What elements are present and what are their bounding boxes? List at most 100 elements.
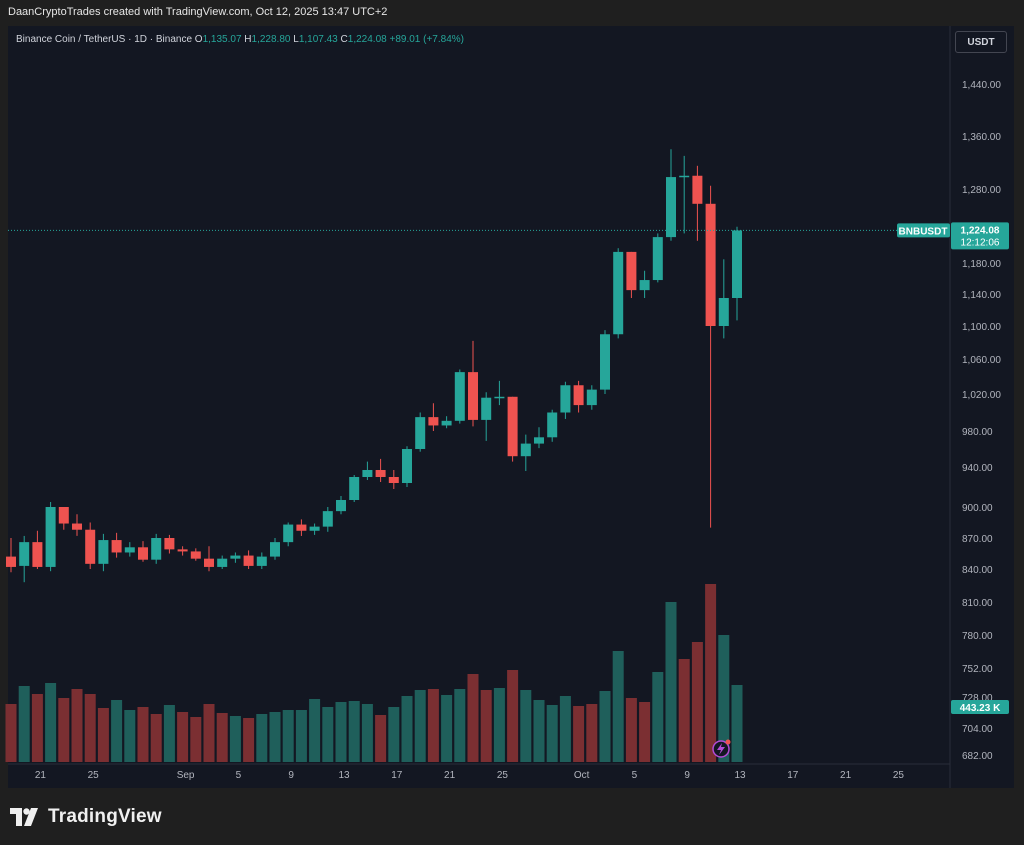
price-tick-label: 1,180.00 (962, 259, 1001, 270)
candle-body[interactable] (507, 396, 518, 457)
candle-body[interactable] (415, 417, 426, 449)
candle-body[interactable] (243, 555, 254, 566)
volume-bar (599, 691, 611, 762)
volume-bar (414, 690, 426, 762)
volume-bar (256, 714, 268, 762)
candle-body[interactable] (177, 549, 188, 552)
candle-body[interactable] (190, 551, 201, 559)
candle-body[interactable] (468, 372, 478, 420)
currency-button[interactable]: USDT (955, 31, 1007, 53)
time-tick-label: 25 (497, 770, 509, 781)
volume-bar (652, 672, 664, 762)
volume-bar (454, 689, 466, 762)
candle-body[interactable] (494, 396, 505, 399)
candle-body[interactable] (309, 526, 320, 531)
candle-body[interactable] (481, 397, 492, 420)
candle-body[interactable] (560, 385, 571, 413)
candle-body[interactable] (217, 558, 228, 567)
candle-body[interactable] (520, 443, 531, 457)
candle-body[interactable] (32, 542, 43, 567)
price-tick-label: 1,440.00 (962, 80, 1001, 91)
candle-body[interactable] (164, 538, 175, 550)
chart-attribution: DaanCryptoTrades created with TradingVie… (8, 6, 388, 18)
candle-body[interactable] (388, 477, 399, 483)
high-value: 1,228.80 (251, 34, 291, 45)
candle-body[interactable] (666, 177, 676, 238)
candle-body[interactable] (349, 477, 360, 500)
volume-bar (111, 700, 123, 762)
candle-body[interactable] (705, 203, 716, 326)
candle-body[interactable] (732, 230, 742, 298)
volume-bar (31, 694, 43, 762)
candle-body[interactable] (72, 523, 82, 530)
candle-body[interactable] (111, 540, 122, 553)
price-tick-label: 1,280.00 (962, 185, 1001, 196)
candle-body[interactable] (362, 470, 373, 477)
time-tick-label: 21 (840, 770, 852, 781)
candle-body[interactable] (85, 529, 96, 564)
candle-body[interactable] (6, 556, 16, 567)
price-tick-label: 1,020.00 (962, 390, 1001, 401)
candle-body[interactable] (283, 524, 294, 543)
volume-bar (507, 670, 519, 762)
candle-body[interactable] (270, 542, 280, 557)
candle-body[interactable] (573, 385, 584, 406)
price-tick-label: 682.00 (962, 751, 993, 762)
price-tick-label: 980.00 (962, 427, 993, 438)
volume-bar (573, 706, 585, 762)
candle-body[interactable] (336, 500, 346, 512)
change-value: +89.01 (+7.84%) (389, 34, 464, 45)
open-value: 1,135.07 (202, 34, 242, 45)
candle-body[interactable] (151, 538, 162, 560)
high-label: H (244, 34, 252, 45)
candle-body[interactable] (138, 547, 148, 560)
candle-body[interactable] (124, 547, 135, 553)
price-tick-label: 1,140.00 (962, 290, 1001, 301)
candle-body[interactable] (613, 251, 624, 335)
candle-body[interactable] (428, 417, 439, 426)
candle-body[interactable] (375, 470, 386, 477)
volume-bar (150, 714, 162, 762)
volume-bar (731, 685, 743, 762)
tradingview-logo[interactable]: TradingView (10, 806, 162, 828)
low-value: 1,107.43 (298, 34, 338, 45)
candle-body[interactable] (626, 251, 637, 291)
candle-body[interactable] (441, 420, 452, 426)
volume-bar (58, 698, 70, 762)
candle-body[interactable] (547, 412, 558, 438)
volume-bar (309, 699, 321, 762)
candle-body[interactable] (600, 334, 610, 390)
candle-body[interactable] (230, 555, 241, 559)
candle-body[interactable] (692, 175, 703, 204)
candle-body[interactable] (58, 507, 69, 524)
candle-body[interactable] (534, 437, 544, 444)
candle-body[interactable] (454, 372, 465, 421)
candle-body[interactable] (19, 542, 30, 566)
candle-body[interactable] (639, 280, 650, 291)
candle-body[interactable] (718, 298, 729, 326)
volume-bar (718, 635, 730, 762)
candle-body[interactable] (45, 507, 56, 567)
candle-body[interactable] (98, 540, 109, 564)
candle-body[interactable] (322, 511, 333, 527)
candle-body[interactable] (402, 449, 412, 483)
volume-bar (691, 642, 703, 762)
volume-bar (163, 705, 175, 762)
volume-bar (243, 718, 255, 762)
time-tick-label: 21 (444, 770, 456, 781)
candle-body[interactable] (204, 558, 214, 567)
time-tick-label: 21 (35, 770, 47, 781)
candle-body[interactable] (652, 237, 663, 281)
candle-body[interactable] (256, 556, 267, 566)
candle-body[interactable] (679, 175, 690, 178)
time-tick-label: 25 (88, 770, 100, 781)
volume-bar (84, 694, 96, 762)
candle-body[interactable] (586, 389, 597, 406)
last-price-tag-box (951, 222, 1009, 250)
volume-bar (388, 707, 400, 762)
price-tick-label: 810.00 (962, 598, 993, 609)
volume-bar (493, 688, 505, 762)
candle-body[interactable] (296, 524, 307, 531)
price-tick-label: 752.00 (962, 664, 993, 675)
